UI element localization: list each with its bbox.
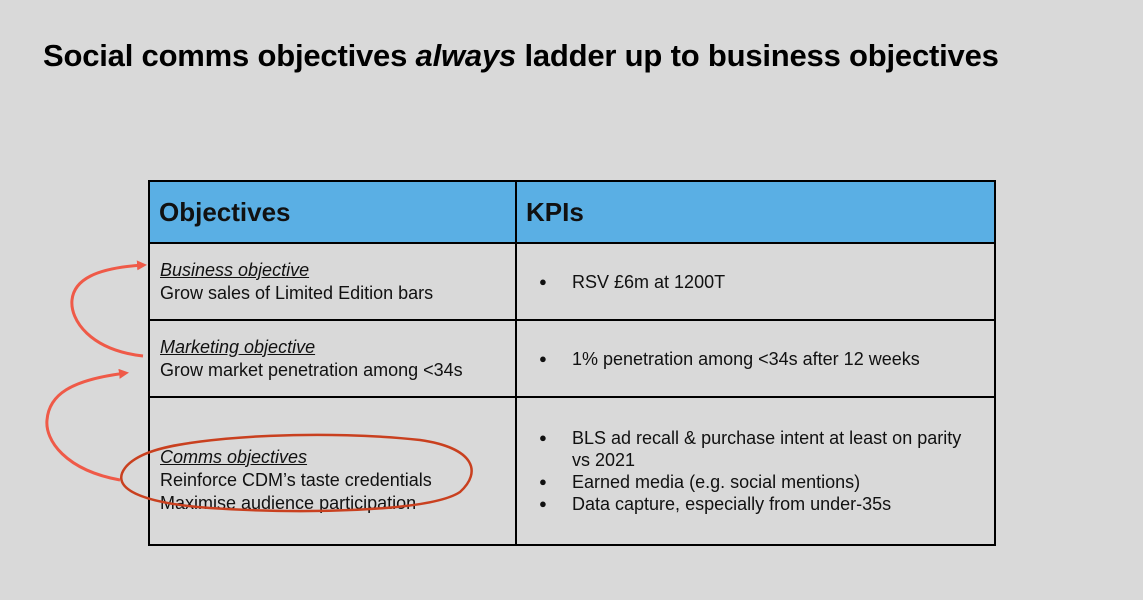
objective-description: Grow market penetration among <34s bbox=[160, 359, 463, 380]
objective-description: Maximise audience participation bbox=[160, 492, 417, 513]
table-row: Business objective Grow sales of Limited… bbox=[148, 242, 996, 321]
header-kpis: KPIs bbox=[515, 180, 996, 244]
title-emphasis: always bbox=[415, 38, 517, 73]
kpi-item: Data capture, especially from under-35s bbox=[535, 493, 984, 515]
objective-heading: Comms objectives bbox=[160, 446, 308, 467]
header-objectives: Objectives bbox=[148, 180, 517, 244]
kpi-cell: BLS ad recall & purchase intent at least… bbox=[515, 396, 996, 546]
table-header-row: Objectives KPIs bbox=[148, 180, 996, 244]
kpi-item: RSV £6m at 1200T bbox=[535, 271, 984, 293]
objective-description: Grow sales of Limited Edition bars bbox=[160, 282, 434, 303]
kpi-cell: 1% penetration among <34s after 12 weeks bbox=[515, 319, 996, 398]
kpi-cell: RSV £6m at 1200T bbox=[515, 242, 996, 321]
slide-title: Social comms objectives always ladder up… bbox=[43, 38, 999, 74]
title-suffix: ladder up to business objectives bbox=[516, 38, 999, 73]
objective-cell: Marketing objective Grow market penetrat… bbox=[148, 319, 517, 398]
title-prefix: Social comms objectives bbox=[43, 38, 416, 73]
curved-arrow-icon bbox=[45, 368, 129, 482]
table-row: Marketing objective Grow market penetrat… bbox=[148, 319, 996, 398]
objective-cell: Business objective Grow sales of Limited… bbox=[148, 242, 517, 321]
objective-heading: Marketing objective bbox=[160, 336, 316, 357]
objectives-kpi-table: Objectives KPIs Business objective Grow … bbox=[148, 180, 996, 546]
kpi-item: 1% penetration among <34s after 12 weeks bbox=[535, 348, 984, 370]
objective-heading: Business objective bbox=[160, 259, 310, 280]
kpi-item: Earned media (e.g. social mentions) bbox=[535, 471, 984, 493]
kpi-item: BLS ad recall & purchase intent at least… bbox=[535, 427, 984, 471]
kpi-list: 1% penetration among <34s after 12 weeks bbox=[535, 348, 984, 370]
objective-description: Reinforce CDM’s taste credentials bbox=[160, 469, 432, 490]
table-row: Comms objectives Reinforce CDM’s taste c… bbox=[148, 396, 996, 546]
curved-arrow-icon bbox=[70, 260, 147, 358]
objective-cell: Comms objectives Reinforce CDM’s taste c… bbox=[148, 396, 517, 546]
kpi-list: BLS ad recall & purchase intent at least… bbox=[535, 427, 984, 515]
kpi-list: RSV £6m at 1200T bbox=[535, 271, 984, 293]
